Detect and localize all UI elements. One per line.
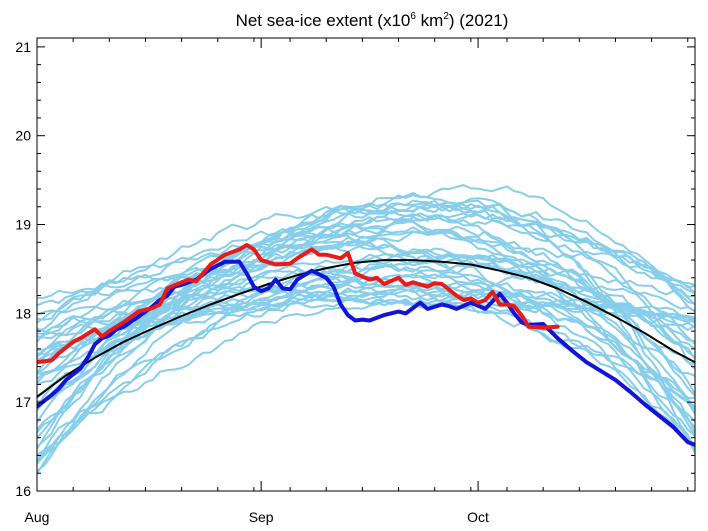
historical-series-line	[37, 210, 695, 343]
x-tick-label: Oct	[467, 509, 489, 525]
plot-frame	[36, 37, 696, 492]
historical-series-line	[37, 212, 695, 365]
historical-series-line	[37, 262, 695, 343]
x-tick-label: Aug	[25, 509, 50, 525]
mean-line	[37, 259, 695, 398]
chart-title: Net sea-ice extent (x106 km2) (2021)	[236, 11, 509, 30]
y-tick-label: 18	[15, 305, 31, 321]
historical-series-line	[37, 282, 695, 334]
title-superscript-6: 6	[410, 11, 416, 22]
y-tick-label: 21	[15, 39, 31, 55]
historical-series-line	[37, 194, 695, 439]
historical-series-line	[37, 219, 695, 429]
historical-series-line	[37, 288, 695, 356]
axis-ticks: 16 17 18 19 20 21 Aug Sep Oct	[15, 38, 695, 525]
red-series-line	[37, 243, 560, 365]
historical-series-line	[37, 300, 695, 463]
y-tick-label: 17	[15, 394, 31, 410]
y-tick-label: 20	[15, 128, 31, 144]
title-superscript-2: 2	[443, 11, 449, 22]
historical-series-line	[37, 201, 695, 437]
y-tick-label: 16	[15, 483, 31, 499]
historical-series-line	[37, 293, 695, 461]
historical-series-group	[37, 184, 695, 475]
x-tick-label: Sep	[249, 509, 274, 525]
historical-series-line	[37, 290, 695, 340]
historical-series-line	[37, 250, 695, 395]
y-tick-label: 19	[15, 217, 31, 233]
highlight-series-group	[37, 243, 695, 447]
historical-series-line	[37, 230, 695, 454]
